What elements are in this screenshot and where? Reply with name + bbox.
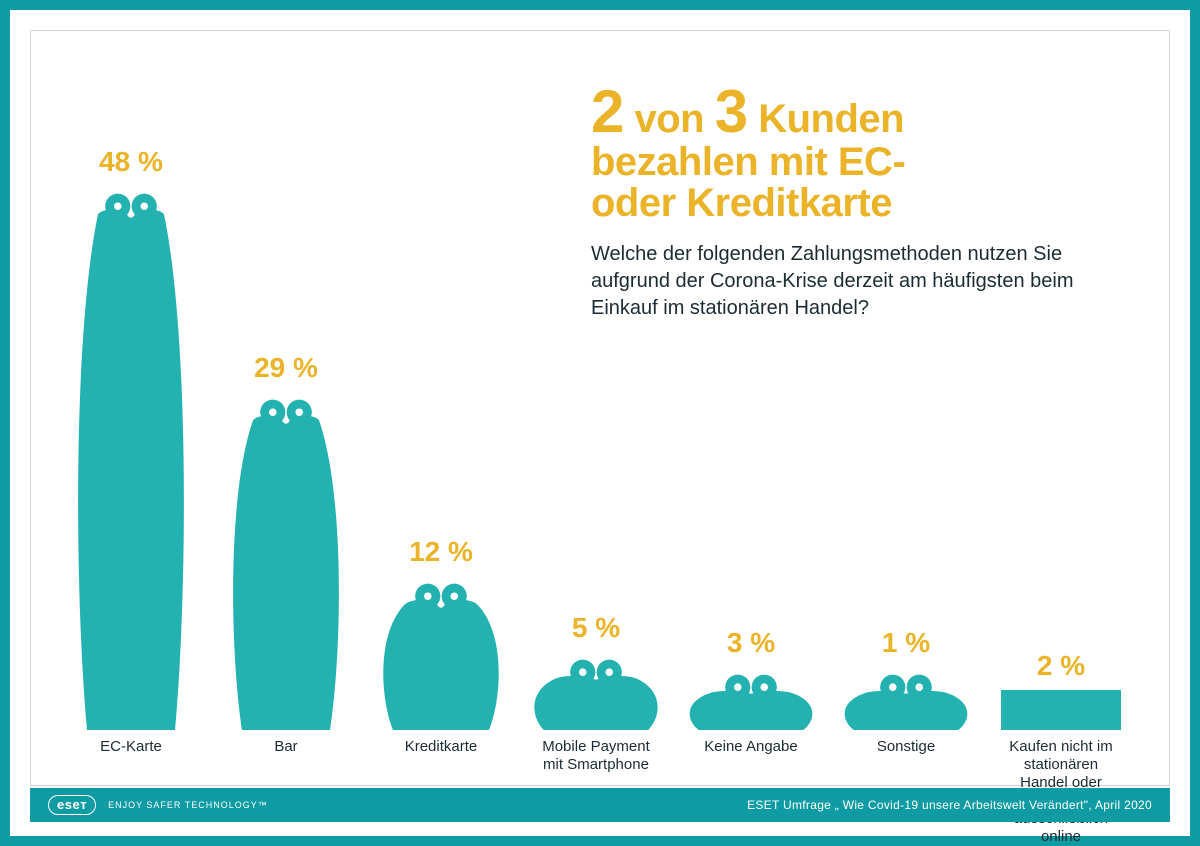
chart-column: 48 %EC-Karte bbox=[76, 182, 186, 730]
footer-source: ESET Umfrage „ Wie Covid-19 unsere Arbei… bbox=[747, 798, 1152, 812]
footer-bar: eseт ENJOY SAFER TECHNOLOGY™ ESET Umfrag… bbox=[30, 788, 1170, 822]
purse-icon bbox=[231, 388, 341, 730]
bar-label: Mobile Paymentmit Smartphone bbox=[521, 738, 671, 774]
bar-label: EC-Karte bbox=[56, 738, 206, 756]
chart-column: 1 %Sonstige bbox=[841, 663, 971, 730]
bar-percent: 1 % bbox=[882, 627, 930, 659]
purse-icon bbox=[841, 663, 971, 730]
chart-column: 5 %Mobile Paymentmit Smartphone bbox=[531, 648, 661, 730]
eset-logo: eseт bbox=[48, 795, 96, 815]
bar-label: Sonstige bbox=[831, 738, 981, 756]
bar-percent: 12 % bbox=[409, 536, 473, 568]
purse-icon bbox=[76, 182, 186, 730]
footer-logo-group: eseт ENJOY SAFER TECHNOLOGY™ bbox=[48, 795, 268, 815]
chart-column: 3 %Keine Angabe bbox=[686, 663, 816, 730]
bar-label: Bar bbox=[211, 738, 361, 756]
purse-icon bbox=[686, 663, 816, 730]
plain-bar bbox=[1001, 690, 1121, 730]
eset-tagline: ENJOY SAFER TECHNOLOGY™ bbox=[108, 800, 268, 810]
purse-icon bbox=[531, 648, 661, 730]
bar-label: Keine Angabe bbox=[676, 738, 826, 756]
bar-percent: 2 % bbox=[1037, 650, 1085, 682]
bar-percent: 29 % bbox=[254, 352, 318, 384]
chart-column: 29 %Bar bbox=[231, 388, 341, 730]
inner-panel: 2 von 3 Kunden bezahlen mit EC- oder Kre… bbox=[30, 30, 1170, 786]
bar-percent: 5 % bbox=[572, 612, 620, 644]
chart-column: 2 %Kaufen nicht imstationärenHandel oder… bbox=[1001, 690, 1121, 730]
infographic-frame: 2 von 3 Kunden bezahlen mit EC- oder Kre… bbox=[0, 0, 1200, 846]
bar-label: Kreditkarte bbox=[366, 738, 516, 756]
bar-percent: 48 % bbox=[99, 146, 163, 178]
chart-column: 12 %Kreditkarte bbox=[381, 572, 501, 730]
bar-chart: 48 %EC-Karte 29 %Bar 12 %Kreditkarte 5 %… bbox=[71, 61, 1129, 730]
purse-icon bbox=[381, 572, 501, 730]
bar-percent: 3 % bbox=[727, 627, 775, 659]
